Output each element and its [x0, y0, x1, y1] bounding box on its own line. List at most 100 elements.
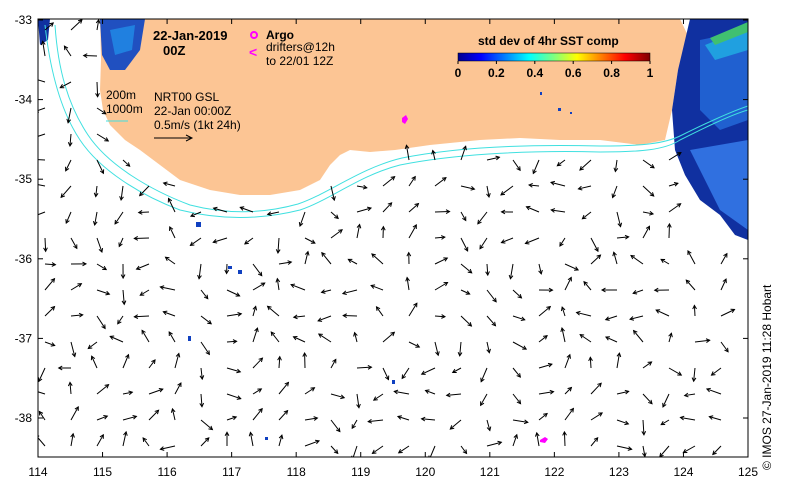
current-vector — [538, 305, 552, 317]
current-vector — [252, 327, 259, 343]
current-vector — [590, 237, 599, 253]
current-vector — [486, 289, 497, 303]
x-tick-label: 117 — [222, 465, 241, 479]
current-vector — [278, 434, 284, 447]
current-vector — [575, 310, 592, 317]
current-vector — [60, 185, 72, 199]
current-vector — [38, 133, 46, 137]
current-vector — [668, 181, 679, 187]
current-vector — [252, 305, 258, 317]
current-vector — [226, 339, 238, 344]
current-vector — [560, 306, 566, 317]
current-vector — [57, 365, 72, 371]
current-vector — [351, 419, 358, 430]
isobath-1000m-label: 1000m — [106, 102, 143, 116]
current-vector — [382, 175, 396, 187]
current-vector — [96, 263, 108, 271]
current-vector — [534, 431, 540, 447]
current-vector — [382, 367, 390, 381]
current-vector — [642, 225, 650, 239]
current-vector — [612, 251, 618, 265]
current-vector — [512, 159, 521, 172]
current-vector — [244, 237, 254, 245]
current-vector — [38, 435, 46, 447]
current-vector — [486, 155, 501, 161]
current-vector — [630, 254, 644, 265]
current-vector — [224, 263, 230, 275]
x-tick-label: 125 — [738, 465, 758, 479]
current-vector — [660, 419, 670, 426]
current-vector — [114, 211, 124, 225]
current-vector — [431, 149, 436, 161]
current-vector — [434, 177, 447, 187]
current-vector — [712, 445, 722, 456]
current-vector — [382, 202, 393, 213]
drifter-legend-line2: to 22/01 12Z — [266, 54, 333, 68]
current-vector — [40, 40, 46, 57]
current-vector — [408, 175, 416, 187]
current-vector — [538, 335, 548, 343]
current-vector — [562, 430, 567, 447]
current-vector — [532, 159, 540, 175]
current-vector — [148, 409, 160, 421]
current-vector — [457, 341, 463, 357]
current-vector — [122, 390, 134, 396]
current-vector — [174, 382, 182, 395]
current-vector — [292, 314, 306, 320]
current-vector — [92, 211, 98, 226]
current-vector — [564, 353, 571, 369]
current-vector — [710, 367, 722, 376]
current-vector — [550, 208, 566, 213]
y-tick-label: -38 — [15, 411, 33, 425]
current-vector — [372, 393, 384, 401]
current-vector — [434, 314, 447, 319]
current-vector — [162, 310, 176, 317]
current-vector — [401, 367, 410, 380]
current-vector — [70, 283, 83, 291]
x-tick-label: 124 — [673, 465, 693, 479]
current-vector — [304, 439, 321, 447]
current-vector — [278, 260, 293, 265]
current-vector — [642, 393, 653, 405]
current-vector — [512, 393, 522, 405]
current-vector — [330, 358, 337, 369]
current-vector — [604, 336, 618, 343]
current-vector — [197, 263, 202, 280]
current-vector — [148, 387, 164, 395]
current-vector — [460, 185, 476, 191]
current-vector — [330, 393, 346, 400]
current-vector — [577, 185, 592, 191]
current-vector — [118, 237, 124, 248]
current-vector — [96, 415, 109, 421]
current-vector — [70, 19, 83, 31]
current-vector — [408, 202, 420, 213]
current-vector — [408, 341, 421, 348]
current-vector — [317, 333, 332, 343]
current-vector — [600, 287, 618, 293]
x-tick-label: 121 — [480, 465, 500, 479]
drifter-legend-icon: < — [249, 44, 257, 60]
current-vector — [277, 355, 282, 369]
sst-data-patch-east — [672, 19, 748, 240]
current-vector — [370, 284, 384, 291]
current-vector — [138, 185, 150, 197]
current-vector — [304, 237, 316, 244]
current-vector — [96, 107, 107, 115]
current-vector — [266, 305, 280, 317]
current-vector — [347, 258, 358, 265]
sst-speckles — [188, 92, 572, 440]
y-tick-label: -33 — [15, 13, 33, 27]
current-vector — [642, 159, 655, 169]
current-vector — [67, 381, 73, 395]
colorbar-tick-label: 0.4 — [526, 66, 543, 80]
current-vector — [564, 263, 580, 271]
current-vector — [420, 416, 436, 422]
current-vector — [168, 331, 176, 343]
current-vector — [70, 432, 75, 447]
current-vector — [460, 145, 467, 161]
current-vector — [508, 263, 514, 280]
colorbar — [457, 52, 651, 62]
current-vector — [590, 254, 602, 265]
current-vector — [642, 361, 653, 369]
current-vector — [632, 289, 644, 295]
